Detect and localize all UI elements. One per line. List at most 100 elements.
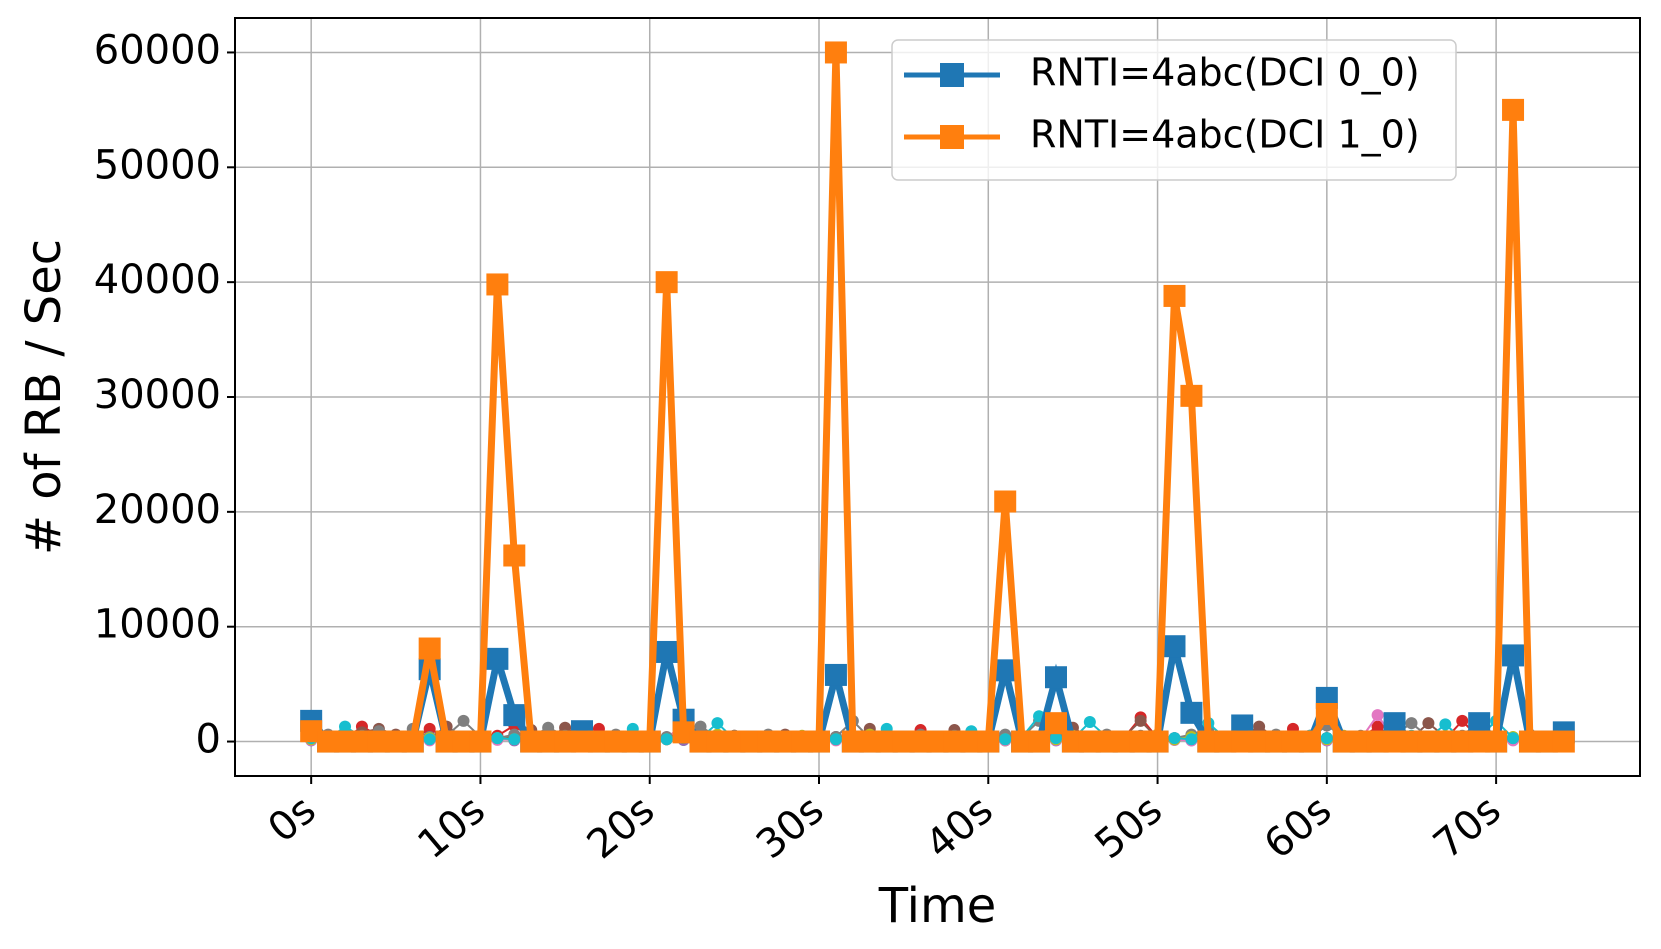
series-point: [824, 41, 847, 64]
series-point: [1248, 730, 1271, 753]
series-point: [841, 730, 864, 753]
minor-series-point: [1185, 733, 1198, 746]
series-point: [1502, 644, 1525, 667]
series-point: [672, 721, 695, 744]
series-point: [1180, 701, 1203, 724]
series-point: [1197, 730, 1220, 753]
series-point: [503, 704, 526, 727]
series-point: [808, 730, 831, 753]
legend-box: [891, 39, 1457, 181]
series-point: [435, 730, 458, 753]
minor-series-point: [1422, 717, 1435, 730]
series-point: [1366, 730, 1389, 753]
y-tick-label: 40000: [94, 257, 221, 303]
series-point: [1231, 730, 1254, 753]
series-point: [1400, 730, 1423, 753]
series-point: [1163, 635, 1186, 658]
series-point: [1383, 730, 1406, 753]
minor-series-point: [339, 720, 352, 733]
series-point: [706, 730, 729, 753]
series-point: [1434, 730, 1457, 753]
minor-series-point: [1439, 718, 1452, 731]
series-point: [300, 720, 323, 743]
series-point: [791, 730, 814, 753]
y-axis-title: # of RB / Sec: [16, 239, 72, 555]
series-point: [858, 730, 881, 753]
series-point: [1518, 730, 1541, 753]
minor-series-point: [1320, 732, 1333, 745]
minor-series-point: [829, 733, 842, 746]
minor-series-point: [694, 720, 707, 733]
minor-series-point: [1371, 709, 1384, 722]
series-point: [1265, 730, 1288, 753]
series-point: [1332, 730, 1355, 753]
y-tick-label: 20000: [94, 487, 221, 533]
series-point: [1061, 730, 1084, 753]
series-point: [1078, 730, 1101, 753]
series-point: [452, 730, 475, 753]
minor-series-point: [508, 733, 521, 746]
series-point: [638, 730, 661, 753]
minor-series-point: [1371, 720, 1384, 733]
series-point: [1163, 284, 1186, 307]
series-point: [334, 730, 357, 753]
minor-series-point: [423, 733, 436, 746]
minor-series-point: [1168, 732, 1181, 745]
series-point: [571, 730, 594, 753]
series-point: [892, 730, 915, 753]
series-point: [1417, 730, 1440, 753]
y-tick-label: 30000: [94, 372, 221, 418]
series-layer: [300, 41, 1575, 753]
series-point: [418, 637, 441, 660]
series-point: [367, 730, 390, 753]
series-point: [723, 730, 746, 753]
series-point: [1281, 730, 1304, 753]
minor-series-point: [660, 733, 673, 746]
minor-series-point: [457, 714, 470, 727]
series-point: [757, 730, 780, 753]
series-point: [1349, 730, 1372, 753]
series-point: [1095, 730, 1118, 753]
series-point: [1011, 730, 1034, 753]
series-point: [960, 730, 983, 753]
series-point: [587, 730, 610, 753]
series-point: [926, 730, 949, 753]
series-point: [1468, 730, 1491, 753]
series-point: [621, 730, 644, 753]
series-point: [486, 647, 509, 670]
series-point: [1485, 730, 1508, 753]
series-point: [1535, 730, 1558, 753]
legend-label-dci10: RNTI=4abc(DCI 1_0): [1030, 113, 1420, 157]
series-1: [300, 41, 1575, 753]
legend-marker-dci10: [940, 125, 964, 149]
series-point: [994, 659, 1017, 682]
series-point: [1451, 730, 1474, 753]
minor-series-point: [491, 732, 504, 745]
series-point: [909, 730, 932, 753]
minor-series-point: [1083, 716, 1096, 729]
minor-series-point: [1456, 714, 1469, 727]
series-point: [1044, 712, 1067, 735]
series-point: [486, 273, 509, 296]
series-point: [943, 730, 966, 753]
series-point: [384, 730, 407, 753]
legend: RNTI=4abc(DCI 0_0) RNTI=4abc(DCI 1_0): [891, 39, 1457, 181]
y-tick-label: 60000: [94, 27, 221, 73]
series-point: [977, 730, 1000, 753]
series-point: [520, 730, 543, 753]
series-point: [1044, 666, 1067, 689]
series-point: [994, 490, 1017, 513]
series-point: [1502, 98, 1525, 121]
minor-series-point: [999, 733, 1012, 746]
series-point: [1129, 730, 1152, 753]
series-point: [655, 271, 678, 294]
series-point: [1552, 730, 1575, 753]
legend-marker-dci00: [940, 63, 964, 87]
series-point: [1383, 712, 1406, 735]
series-point: [774, 730, 797, 753]
series-point: [1315, 702, 1338, 725]
minor-series-point: [1049, 732, 1062, 745]
series-point: [1214, 730, 1237, 753]
minor-series-point: [711, 717, 724, 730]
